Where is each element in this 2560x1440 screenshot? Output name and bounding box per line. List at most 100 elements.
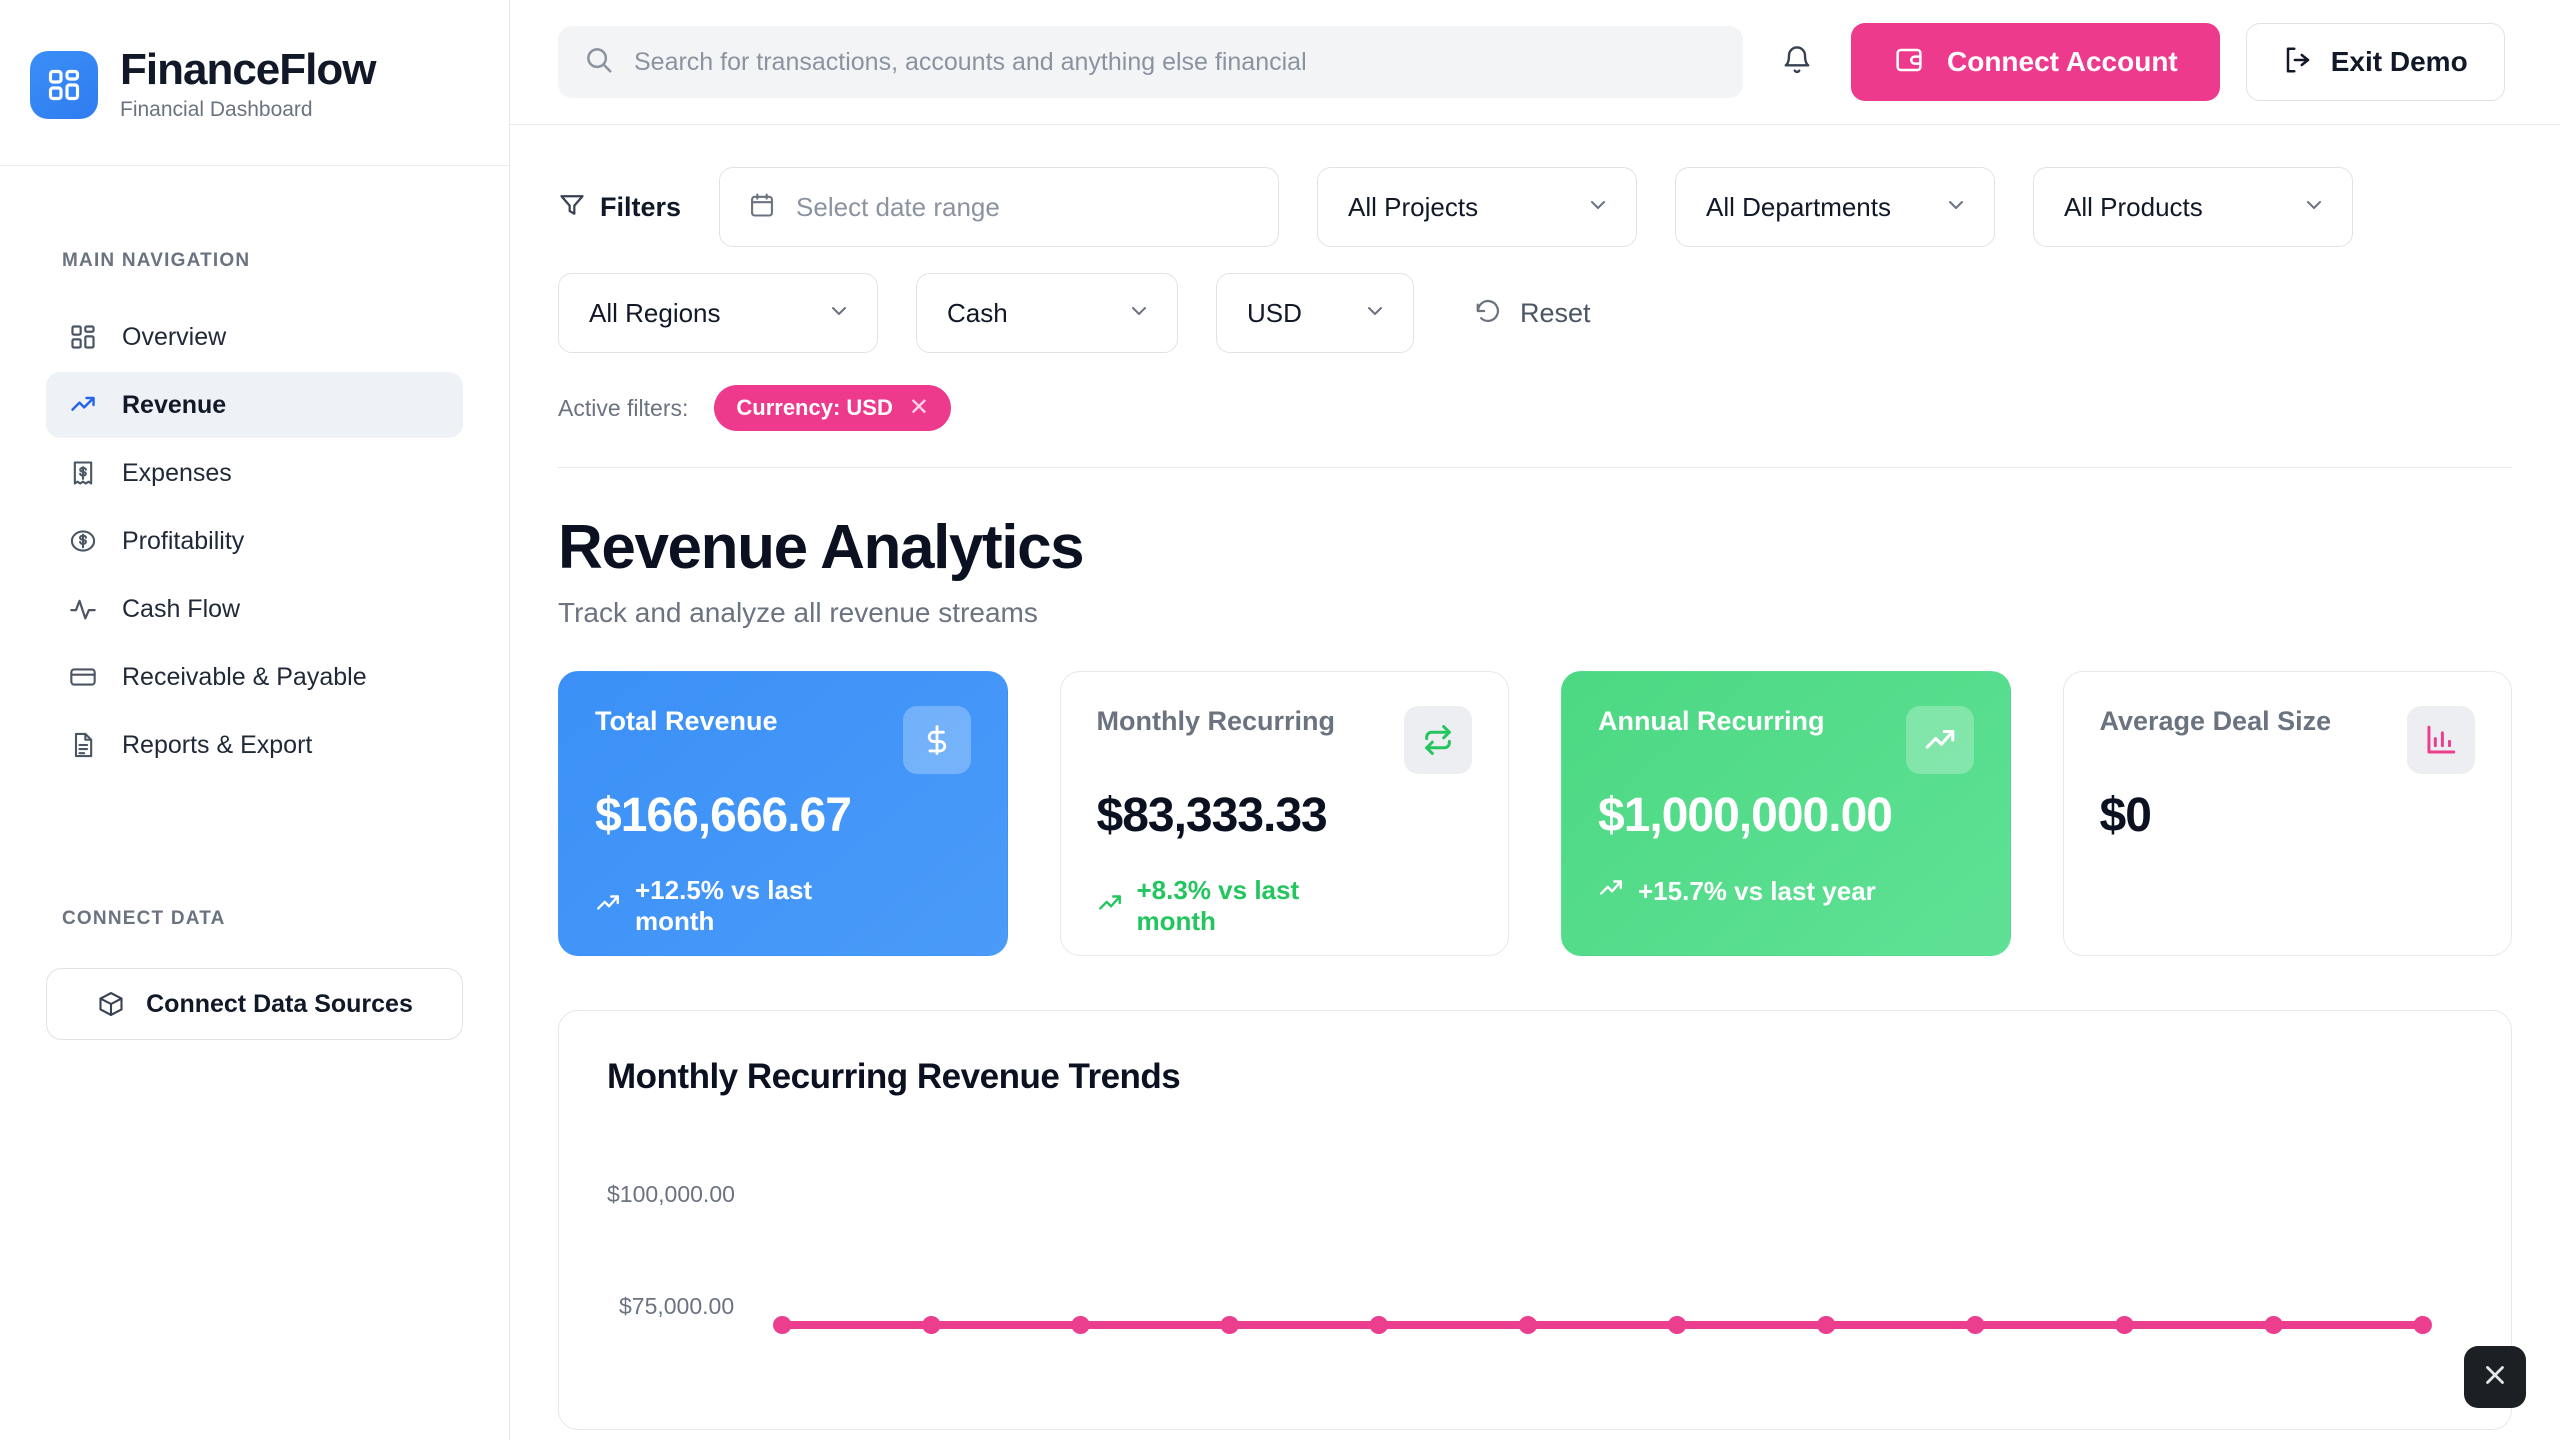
- departments-select-value: All Departments: [1706, 191, 1891, 222]
- main-navigation-label: MAIN NAVIGATION: [62, 250, 251, 271]
- kpi-card-monthly-recurring[interactable]: Monthly Recurring $83,333.33: [1059, 671, 1509, 956]
- data-point[interactable]: [1667, 1316, 1687, 1334]
- sidebar-item-label: Cash Flow: [122, 594, 241, 623]
- kpi-label: Average Deal Size: [2099, 706, 2332, 736]
- kpi-delta-text: +12.5% vs last month: [635, 875, 813, 936]
- kpi-card-average-deal-size[interactable]: Average Deal Size $0: [2062, 671, 2512, 956]
- departments-select[interactable]: All Departments: [1675, 167, 1996, 247]
- exit-demo-label: Exit Demo: [2330, 46, 2468, 77]
- kpi-value: $166,666.67: [595, 789, 852, 842]
- data-point[interactable]: [1071, 1316, 1090, 1334]
- connect-account-button[interactable]: Connect Account: [1851, 23, 2220, 101]
- credit-card-icon: [68, 662, 98, 692]
- bell-icon: [1781, 44, 1813, 81]
- trending-up-icon: [1097, 890, 1123, 923]
- sidebar-item-profitability[interactable]: Profitability: [46, 508, 463, 574]
- products-select[interactable]: All Products: [2033, 167, 2354, 247]
- repeat-icon: [1404, 706, 1472, 774]
- grid-icon: [68, 322, 98, 352]
- kpi-value: $83,333.33: [1096, 789, 1328, 842]
- data-point[interactable]: [2413, 1316, 2432, 1334]
- filters-row-primary: Filters Select date range All Projects: [558, 167, 2512, 247]
- chart-title: Monthly Recurring Revenue Trends: [607, 1057, 1181, 1096]
- chevron-down-icon: [1127, 299, 1151, 328]
- page-subtitle: Track and analyze all revenue streams: [558, 597, 1038, 628]
- cube-icon: [96, 989, 126, 1019]
- data-point[interactable]: [1966, 1316, 1985, 1334]
- kpi-cards: Total Revenue $166,666.67: [510, 629, 2560, 956]
- kpi-card-annual-recurring[interactable]: Annual Recurring $1,000,000.00 +15.7%: [1561, 671, 2011, 956]
- brand-subtitle: Financial Dashboard: [120, 97, 313, 121]
- page-title: Revenue Analytics: [558, 513, 1085, 582]
- chart-plot-area: $100,000.00 $75,000.00: [607, 1161, 2463, 1421]
- active-filter-chip-currency[interactable]: Currency: USD ✕: [714, 385, 951, 431]
- sidebar-item-label: Revenue: [122, 390, 227, 419]
- trending-up-icon: [68, 390, 98, 420]
- trending-up-icon: [1905, 706, 1974, 774]
- refresh-icon: [1474, 297, 1502, 330]
- filters-row-secondary: All Regions Cash USD: [558, 273, 2512, 353]
- data-point[interactable]: [1220, 1316, 1239, 1334]
- data-point[interactable]: [1518, 1316, 1538, 1334]
- data-point[interactable]: [2115, 1316, 2134, 1334]
- search-box[interactable]: [558, 26, 1743, 98]
- logout-icon: [2283, 45, 2313, 80]
- kpi-delta: +12.5% vs last month: [595, 875, 895, 937]
- sidebar-item-overview[interactable]: Overview: [46, 304, 463, 370]
- date-range-picker[interactable]: Select date range: [719, 167, 1280, 247]
- kpi-delta-text: +8.3% vs last month: [1136, 875, 1300, 936]
- data-point[interactable]: [922, 1316, 941, 1334]
- accounting-basis-select-value: Cash: [947, 297, 1008, 328]
- trending-up-icon: [595, 890, 621, 923]
- chart-card-mrr-trends: Monthly Recurring Revenue Trends $100,00…: [558, 1010, 2512, 1430]
- sidebar-item-label: Receivable & Payable: [122, 662, 367, 691]
- filters-heading: Filters: [558, 191, 681, 224]
- regions-select[interactable]: All Regions: [558, 273, 878, 353]
- sidebar-item-label: Overview: [122, 322, 227, 351]
- regions-select-value: All Regions: [589, 297, 721, 328]
- accounting-basis-select[interactable]: Cash: [916, 273, 1178, 353]
- reset-label: Reset: [1520, 297, 1591, 328]
- data-point[interactable]: [1369, 1316, 1389, 1334]
- receipt-dollar-icon: [68, 458, 98, 488]
- currency-select[interactable]: USD: [1216, 273, 1414, 353]
- kpi-delta: +8.3% vs last month: [1097, 875, 1367, 937]
- close-icon[interactable]: ✕: [908, 394, 929, 421]
- search-icon: [584, 45, 614, 80]
- chevron-down-icon: [827, 299, 851, 328]
- kpi-delta-text: +15.7% vs last year: [1638, 876, 1876, 906]
- connect-data-sources-label: Connect Data Sources: [146, 989, 413, 1018]
- reset-filters-button[interactable]: Reset: [1474, 297, 1591, 330]
- currency-select-value: USD: [1247, 297, 1302, 328]
- products-select-value: All Products: [2064, 191, 2203, 222]
- line-series-mrr: [772, 1161, 2433, 1421]
- filters-label: Filters: [600, 191, 682, 222]
- sidebar-item-revenue[interactable]: Revenue: [46, 372, 463, 438]
- close-icon: [2480, 1360, 2510, 1395]
- sidebar-item-label: Expenses: [122, 458, 232, 487]
- close-overlay-button[interactable]: [2464, 1346, 2526, 1408]
- data-point[interactable]: [2264, 1316, 2283, 1334]
- chevron-down-icon: [1363, 299, 1387, 328]
- sidebar-item-reports-export[interactable]: Reports & Export: [46, 712, 463, 778]
- section-divider: [558, 467, 2512, 468]
- chevron-down-icon: [2302, 193, 2326, 222]
- data-point[interactable]: [773, 1316, 792, 1334]
- notifications-button[interactable]: [1769, 34, 1825, 90]
- activity-pulse-icon: [68, 594, 98, 624]
- active-filters: Active filters: Currency: USD ✕: [558, 385, 2512, 431]
- kpi-value: $1,000,000.00: [1598, 789, 1893, 842]
- data-point[interactable]: [1816, 1316, 1836, 1334]
- sidebar-item-cash-flow[interactable]: Cash Flow: [46, 576, 463, 642]
- connect-data-sources-button[interactable]: Connect Data Sources: [46, 968, 463, 1040]
- sidebar-item-receivable-payable[interactable]: Receivable & Payable: [46, 644, 463, 710]
- sidebar-item-expenses[interactable]: Expenses: [46, 440, 463, 506]
- search-input[interactable]: [634, 47, 1717, 77]
- bar-chart-icon: [2407, 706, 2475, 774]
- kpi-card-total-revenue[interactable]: Total Revenue $166,666.67: [558, 671, 1008, 956]
- kpi-value: $0: [2099, 789, 2152, 842]
- exit-demo-button[interactable]: Exit Demo: [2245, 23, 2505, 101]
- dollar-circle-icon: [68, 526, 98, 556]
- projects-select[interactable]: All Projects: [1317, 167, 1638, 247]
